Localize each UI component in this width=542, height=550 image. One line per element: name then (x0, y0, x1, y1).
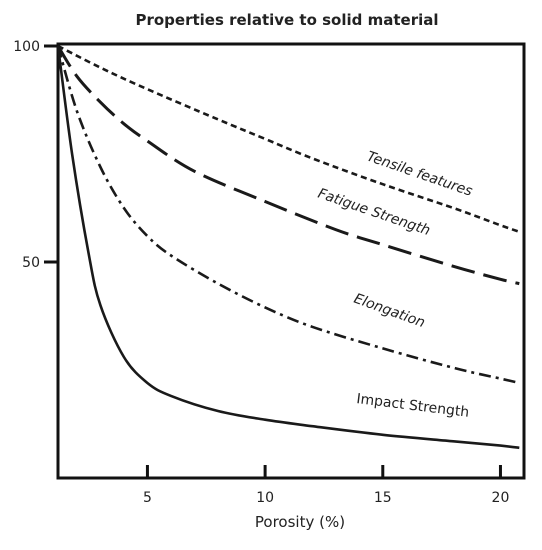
series-line-impact-strength (56, 45, 520, 450)
series-line-tensile-features (57, 44, 520, 234)
x-axis-label: Porosity (%) (255, 513, 345, 531)
series-line-elongation (56, 45, 520, 385)
series-label-elongation: Elongation (352, 291, 427, 332)
x-tick-label: 20 (492, 490, 510, 506)
x-tick-label: 10 (256, 490, 274, 506)
x-tick-label: 15 (374, 490, 392, 506)
y-tick-label: 50 (22, 255, 40, 271)
x-tick-label: 5 (143, 490, 152, 506)
series-label-impact-strength: Impact Strength (356, 391, 471, 421)
series-line-fatigue-strength (56, 45, 520, 286)
series-label-tensile-features: Tensile features (365, 149, 475, 200)
chart-title: Properties relative to solid material (135, 11, 438, 29)
y-tick-label: 100 (13, 39, 40, 55)
series-label-fatigue-strength: Fatigue Strength (316, 186, 432, 239)
series-lines (56, 44, 520, 450)
axis-ticks: 5 10 15 20 50 100 (13, 39, 509, 506)
